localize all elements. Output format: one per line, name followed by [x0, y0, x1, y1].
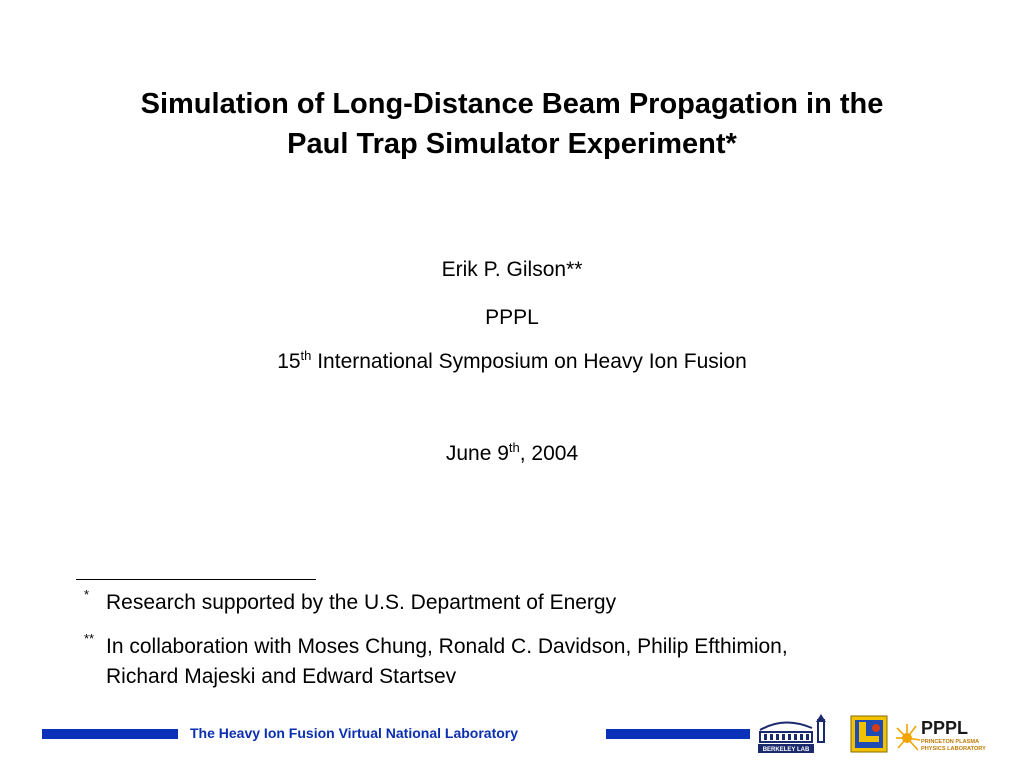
footnote-2-text: In collaboration with Moses Chung, Ronal…	[106, 632, 986, 692]
date-prefix: June 9	[445, 442, 509, 465]
pppl-logo-text: PPPL	[921, 718, 968, 738]
symposium-name: International Symposium on Heavy Ion Fus…	[311, 350, 747, 373]
slide-title: Simulation of Long-Distance Beam Propaga…	[40, 84, 984, 164]
footer-bar-right	[606, 729, 750, 739]
pppl-logo-subtext-2: PHYSICS LABORATORY	[921, 746, 986, 752]
berkeley-lab-text: BERKELEY LAB	[763, 747, 810, 753]
footnote-2-line-1: In collaboration with Moses Chung, Ronal…	[106, 635, 788, 658]
footer-lab-name: The Heavy Ion Fusion Virtual National La…	[190, 725, 519, 741]
date-ordinal-suffix: th	[508, 440, 520, 455]
footnote-2-line-2: Richard Majeski and Edward Startsev	[106, 665, 457, 688]
symposium-ordinal-suffix: th	[300, 348, 312, 363]
footer-bar-left	[42, 729, 178, 739]
presentation-date: June 9th, 2004	[0, 441, 1024, 467]
date-rest: , 2004	[519, 442, 579, 465]
affiliation: PPPL	[485, 306, 539, 329]
berkeley-lab-logo-icon: BERKELEY LAB	[756, 710, 832, 761]
pppl-logo-icon: PPPL PRINCETON PLASMA PHYSICS LABORATORY	[896, 716, 988, 759]
footnote-divider	[76, 579, 316, 580]
slide-title-line-1: Simulation of Long-Distance Beam Propaga…	[140, 88, 884, 120]
footnote-1-mark: *	[84, 587, 90, 602]
llnl-logo-icon	[850, 715, 888, 758]
author-name: Erik P. Gilson**	[441, 258, 583, 281]
symposium-number: 15	[277, 350, 301, 373]
pppl-logo-subtext-1: PRINCETON PLASMA	[921, 739, 979, 745]
slide-title-line-2: Paul Trap Simulator Experiment*	[287, 128, 737, 160]
footnote-1-text: Research supported by the U.S. Departmen…	[106, 591, 617, 614]
symposium-line: 15th International Symposium on Heavy Io…	[0, 349, 1024, 375]
footnote-2-mark: **	[84, 631, 95, 646]
